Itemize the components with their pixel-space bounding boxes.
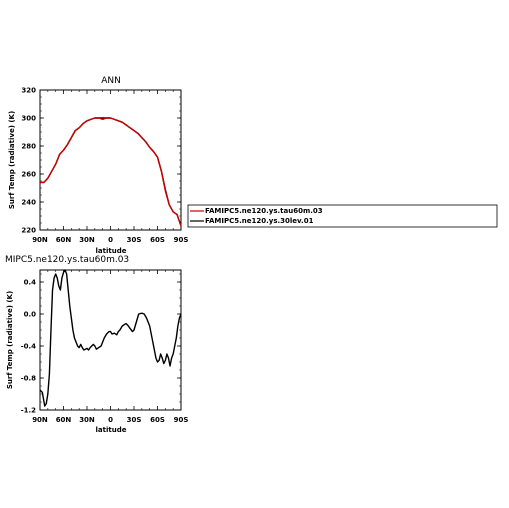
y-tick-label: 0.0 xyxy=(24,311,37,319)
x-tick-label: 60N xyxy=(56,416,72,424)
x-axis-title: latitude xyxy=(96,426,127,434)
legend-box xyxy=(187,204,498,228)
y-tick-label: 320 xyxy=(21,87,36,95)
x-tick-label: 30S xyxy=(127,236,142,244)
panel-difference: MIPC5.ne120.ys.tau60m.03 90N 60N 30N 0 30S 60… xyxy=(5,255,188,434)
chart-title: MIPC5.ne120.ys.tau60m.03 xyxy=(5,255,129,265)
series-line-0 xyxy=(39,269,182,407)
x-tick-label: 90S xyxy=(174,416,189,424)
y-tick-label: -0.8 xyxy=(21,375,36,383)
series-layer xyxy=(40,117,182,227)
y-tick-label: 260 xyxy=(21,171,36,179)
x-tick-label: 30S xyxy=(127,416,142,424)
x-tick-label: 90N xyxy=(32,236,48,244)
tick-group: 90N 60N 30N 0 30S 60S 90S -1.2 -0.8 -0.4 0.0 0.4 xyxy=(21,270,189,424)
legend-entry-1: FAMIPC5.ne120.ys.30lev.01 xyxy=(205,217,314,225)
y-tick-label: 0.4 xyxy=(24,279,37,287)
legend-entry-0: FAMIPC5.ne120.ys.tau60m.03 xyxy=(205,207,323,215)
x-tick-label: 90N xyxy=(32,416,48,424)
x-tick-label: 30N xyxy=(79,236,95,244)
x-axis-title: latitude xyxy=(96,247,127,255)
y-tick-label: -0.4 xyxy=(21,343,36,351)
x-tick-label: 0 xyxy=(108,236,113,244)
y-axis-title: Surf Temp (radiative) (K) xyxy=(6,291,14,389)
y-tick-label: -1.2 xyxy=(21,407,36,415)
x-tick-label: 60N xyxy=(56,236,72,244)
x-tick-label: 60S xyxy=(150,416,165,424)
y-tick-label: 300 xyxy=(21,115,36,123)
x-tick-label: 30N xyxy=(79,416,95,424)
y-axis-title: Surf Temp (radiative) (K) xyxy=(8,111,16,209)
chart-title: ANN xyxy=(101,76,121,86)
tick-group: 90N 60N 30N 0 30S 60S 90S 220 240 260 280 300 320 xyxy=(21,87,188,245)
y-tick-label: 240 xyxy=(21,199,36,207)
panel-annual-mean: ANN 90N 60N 30N 0 30S 60S 90S 220 240 260 280 300 32… xyxy=(8,76,188,255)
x-tick-label: 60S xyxy=(150,236,165,244)
y-tick-label: 280 xyxy=(21,143,36,151)
series-layer xyxy=(39,269,182,407)
y-tick-label: 220 xyxy=(21,227,36,235)
x-tick-label: 90S xyxy=(174,236,189,244)
plot-frame xyxy=(39,269,182,411)
series-line-0 xyxy=(40,117,182,227)
plot-frame xyxy=(39,89,182,231)
legend: FAMIPC5.ne120.ys.tau60m.03 FAMIPC5.ne120… xyxy=(187,204,498,228)
series-line-1 xyxy=(40,117,182,227)
x-tick-label: 0 xyxy=(108,416,113,424)
